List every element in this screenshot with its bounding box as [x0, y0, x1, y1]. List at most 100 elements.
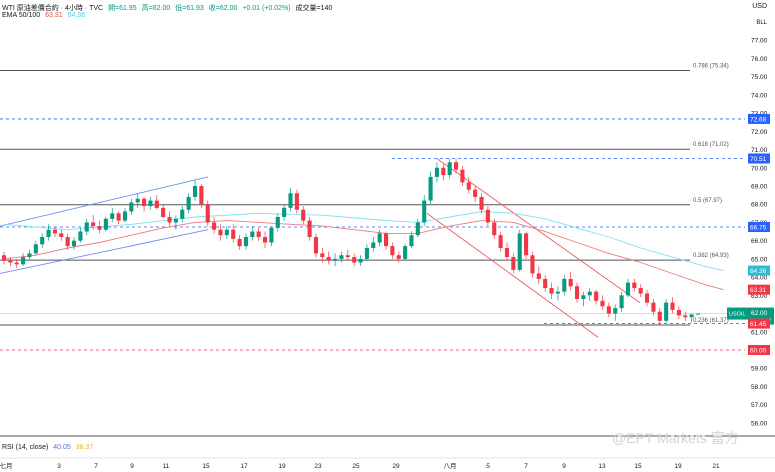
- candle-body: [180, 209, 185, 219]
- candle-body: [364, 247, 369, 259]
- candle: [664, 298, 669, 323]
- candle: [428, 171, 433, 205]
- candle: [364, 244, 369, 261]
- candle: [613, 304, 618, 321]
- candle-body: [212, 222, 217, 230]
- candle-body: [555, 291, 560, 294]
- candle-body: [689, 314, 694, 318]
- candle-body: [21, 257, 26, 265]
- candle-body: [428, 176, 433, 201]
- candle-body: [142, 198, 147, 207]
- price-tag-box: [748, 318, 770, 329]
- candle-body: [282, 207, 287, 217]
- rsi-ma-value: 38.37: [75, 444, 94, 451]
- candle-body: [409, 235, 414, 247]
- candle-body: [326, 257, 331, 261]
- candle-body: [52, 229, 57, 234]
- candle: [524, 231, 529, 259]
- candle-body: [33, 244, 38, 254]
- candle-body: [396, 255, 401, 259]
- candle-body: [358, 258, 363, 263]
- candle: [313, 233, 319, 258]
- y-tick-label: 63.00: [751, 293, 768, 300]
- candle: [390, 242, 395, 259]
- x-tick-label: 八月: [444, 462, 457, 470]
- candle: [581, 291, 586, 307]
- candle: [243, 233, 248, 250]
- fib-level-label: 0.382 (64.93): [693, 253, 729, 259]
- candle: [651, 298, 656, 316]
- candle-body: [40, 237, 45, 245]
- candle: [199, 184, 204, 208]
- candle-body: [218, 229, 223, 236]
- candle: [454, 158, 459, 174]
- price-tag-text: 64.36: [750, 268, 767, 275]
- price-tag-text: 60.00: [750, 348, 767, 355]
- candle: [638, 284, 643, 298]
- candle-body: [135, 198, 140, 203]
- candle: [231, 224, 236, 243]
- candle-body: [676, 309, 681, 316]
- ema-legend[interactable]: EMA 50/100 63.31 64.36: [2, 12, 88, 19]
- candle-body: [148, 200, 153, 207]
- candle: [307, 216, 312, 241]
- candle: [65, 233, 70, 250]
- candle: [530, 251, 535, 278]
- symbol-tag-box: [727, 307, 748, 320]
- symbol-tag-text: USOIL: [729, 312, 746, 318]
- symbol-header: WTI 原油差價合約 · 4小時 · TVC 開=61.95 高=62.00 低…: [2, 3, 335, 13]
- y-tick-label: 57.00: [751, 402, 768, 409]
- y-tick-label: 74.00: [751, 92, 768, 99]
- candle-body: [116, 213, 121, 221]
- candle-body: [84, 222, 89, 232]
- candle: [250, 226, 255, 241]
- candle-body: [154, 200, 159, 208]
- candle-body: [479, 196, 484, 210]
- candle-body: [619, 295, 624, 309]
- price-tag-box: [748, 113, 770, 124]
- candle: [46, 224, 51, 241]
- candle-body: [492, 222, 497, 236]
- candle-body: [447, 162, 452, 176]
- candle: [33, 240, 38, 256]
- candle-body: [78, 231, 83, 241]
- candle: [110, 207, 115, 223]
- candle-body: [434, 167, 440, 177]
- y-tick-label: 58.00: [751, 384, 768, 391]
- candle-body: [269, 227, 274, 243]
- price-tag-box: [748, 284, 770, 295]
- candle: [511, 253, 516, 274]
- candle-body: [466, 182, 471, 190]
- candle-body: [581, 295, 586, 299]
- x-tick-label: 9: [562, 463, 566, 470]
- rsi-legend[interactable]: RSI (14, close) 40.05 38.37: [2, 444, 96, 451]
- fib-level-label: 0.236 (61.37): [693, 318, 729, 324]
- candle-body: [231, 229, 236, 239]
- candle-body: [695, 313, 701, 315]
- y-tick-label: 61.00: [751, 329, 768, 336]
- fibonacci-levels: 0.786 (75.34) 0.618 (71.02) 0.5 (67.97) 0.3…: [0, 63, 745, 351]
- y-tick-label: 77.00: [751, 38, 768, 45]
- candle: [466, 176, 471, 194]
- channel-lower-line: [0, 229, 209, 274]
- candle: [657, 308, 662, 325]
- candle-body: [8, 260, 13, 263]
- candle: [71, 237, 77, 250]
- candle-body: [543, 278, 548, 289]
- candle: [173, 215, 178, 230]
- candle-body: [262, 237, 268, 243]
- candle: [371, 237, 376, 252]
- candle: [606, 302, 611, 318]
- candle: [568, 271, 573, 290]
- candle: [320, 247, 325, 263]
- trend-channels: [0, 158, 641, 338]
- candle-body: [307, 220, 312, 238]
- candle: [84, 218, 89, 236]
- x-tick-label: 11: [163, 463, 170, 470]
- candle-body: [517, 233, 522, 270]
- candle: [441, 164, 446, 181]
- candle: [676, 306, 681, 320]
- candle-body: [256, 231, 261, 238]
- x-tick-label: 9: [130, 463, 134, 470]
